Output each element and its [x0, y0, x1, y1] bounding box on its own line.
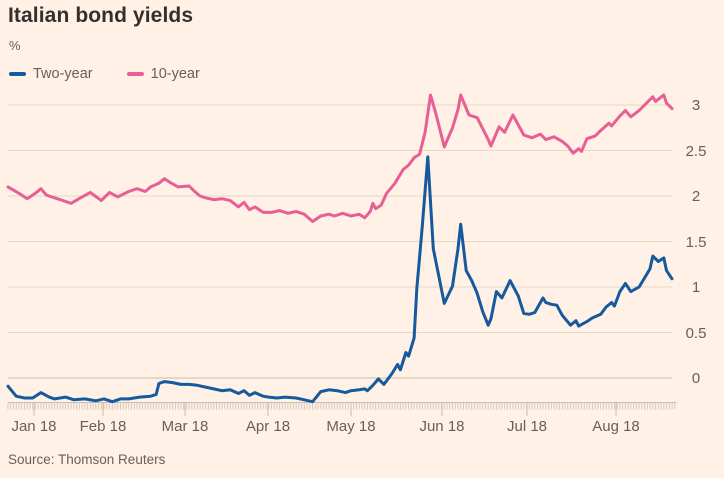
y-axis-label: 1 [691, 279, 701, 296]
x-axis-label: Jul 18 [506, 418, 548, 435]
x-axis-label: Feb 18 [79, 418, 127, 435]
x-axis-label: May 18 [326, 418, 376, 435]
two-year-line [6, 155, 674, 404]
chart-legend: Two-year 10-year [9, 66, 200, 82]
legend-label-two-year: Two-year [33, 66, 93, 82]
y-axis-label: 0 [691, 370, 701, 387]
y-axis-label: 2.5 [685, 142, 707, 160]
y-axis-label: 0.5 [685, 324, 707, 342]
x-axis-label: Jan 18 [11, 418, 57, 435]
legend-item-ten-year: 10-year [126, 66, 200, 82]
two-year-line-swatch-icon [9, 72, 26, 76]
source-label: Source: Thomson Reuters [8, 452, 166, 467]
x-axis-label: Jun 18 [419, 418, 465, 435]
y-axis-label: 3 [691, 97, 701, 114]
ten-year-line-swatch-icon [126, 72, 144, 76]
y-axis-label: 1.5 [685, 233, 707, 251]
legend-label-ten-year: 10-year [150, 66, 200, 82]
legend-item-two-year: Two-year [9, 66, 93, 82]
chart-title: Italian bond yields [8, 4, 194, 27]
y-axis-label: 2 [691, 188, 701, 205]
x-axis-label: Mar 18 [161, 418, 209, 435]
x-axis-label: Aug 18 [592, 418, 640, 435]
y-axis-unit-label: % [9, 38, 21, 53]
10-year-line [6, 93, 674, 223]
x-axis-label: Apr 18 [245, 418, 291, 435]
